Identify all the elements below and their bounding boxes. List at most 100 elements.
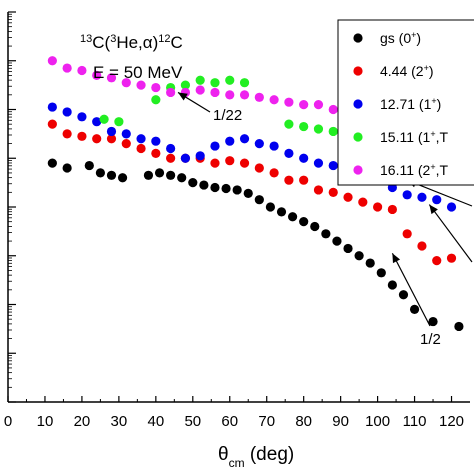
annotation-arrowhead: [392, 253, 401, 264]
data-point: [166, 153, 176, 163]
data-point: [195, 85, 205, 95]
data-point: [332, 236, 342, 246]
data-point: [254, 92, 264, 102]
annotation-arrow: [428, 204, 473, 263]
data-point: [428, 316, 438, 327]
x-tick-label: 20: [74, 413, 91, 430]
data-point: [180, 153, 191, 163]
x-tick-label: 30: [111, 413, 128, 430]
data-point: [154, 168, 165, 178]
data-point: [239, 134, 250, 144]
data-point: [106, 73, 117, 83]
data-point: [432, 256, 442, 266]
data-point: [417, 241, 427, 251]
data-point: [151, 136, 161, 146]
x-tick-label: 0: [4, 413, 12, 430]
annotation-label: 1/2: [420, 331, 441, 348]
data-point: [151, 82, 161, 93]
data-point: [313, 100, 324, 110]
data-point: [95, 168, 105, 178]
data-point: [210, 158, 220, 168]
data-point: [166, 87, 176, 98]
x-tick-label: 60: [221, 413, 238, 430]
legend-entry: 15.11 (1+,T: [380, 129, 448, 145]
data-point: [310, 221, 320, 232]
legend-entry: 12.71 (1+): [380, 96, 441, 112]
data-point: [47, 119, 57, 129]
data-point: [328, 160, 338, 171]
data-point: [299, 217, 309, 227]
data-point: [328, 187, 338, 197]
data-point: [284, 97, 294, 107]
data-point: [221, 183, 231, 194]
data-point: [284, 148, 294, 158]
data-point: [210, 78, 220, 88]
legend-marker: [353, 99, 363, 109]
data-point: [343, 192, 353, 202]
data-point: [299, 100, 309, 110]
data-point: [199, 180, 209, 190]
data-point: [358, 197, 368, 207]
data-point: [114, 117, 124, 127]
data-point: [47, 158, 57, 168]
data-point: [287, 212, 298, 222]
data-point: [177, 173, 187, 183]
data-point: [313, 124, 324, 134]
data-point: [276, 207, 287, 217]
legend-entry: gs (0+): [380, 30, 421, 46]
data-point: [84, 160, 94, 171]
data-point: [328, 104, 338, 115]
data-point: [269, 168, 279, 178]
annotation-arrow: [391, 253, 431, 327]
data-point: [195, 151, 205, 161]
data-point: [254, 195, 264, 205]
data-point: [365, 258, 375, 268]
data-point: [47, 102, 57, 112]
x-tick-label: 120: [439, 413, 464, 430]
data-point: [417, 192, 427, 202]
data-point: [180, 80, 191, 90]
y-ticks: [8, 11, 16, 403]
data-point: [151, 95, 161, 105]
data-point: [239, 90, 250, 100]
data-point: [210, 141, 220, 151]
data-point: [454, 321, 464, 332]
x-ticks: 0 10 20 30 40 50 60 70 80 90 100 110 120: [4, 396, 464, 430]
data-point: [62, 163, 72, 173]
data-point: [136, 80, 146, 90]
data-point: [92, 117, 102, 127]
data-point: [232, 185, 242, 195]
series-3: [47, 102, 457, 212]
data-point: [343, 243, 353, 254]
data-point: [299, 121, 309, 132]
data-point: [99, 114, 109, 124]
data-point: [77, 112, 87, 122]
series-1: [47, 158, 464, 332]
data-point: [121, 129, 131, 139]
data-point: [254, 139, 264, 149]
x-tick-label: 90: [332, 413, 349, 430]
data-point: [376, 268, 386, 278]
legend-marker: [353, 132, 363, 142]
annotation-arrowhead: [178, 92, 188, 101]
annotation-arrowhead: [429, 204, 438, 215]
data-point: [77, 131, 87, 141]
data-point: [143, 170, 154, 180]
data-point: [166, 170, 176, 180]
x-tick-label: 70: [258, 413, 275, 430]
data-point: [62, 107, 72, 117]
data-point: [402, 229, 412, 239]
data-point: [284, 119, 294, 129]
data-point: [446, 253, 457, 263]
legend-marker: [353, 165, 363, 175]
data-point: [121, 78, 131, 88]
data-point: [225, 75, 235, 85]
data-point: [77, 65, 87, 76]
data-point: [136, 134, 146, 144]
data-point: [313, 185, 324, 195]
data-point: [254, 163, 264, 173]
data-point: [299, 153, 309, 163]
data-point: [432, 195, 442, 205]
data-point: [239, 78, 250, 88]
